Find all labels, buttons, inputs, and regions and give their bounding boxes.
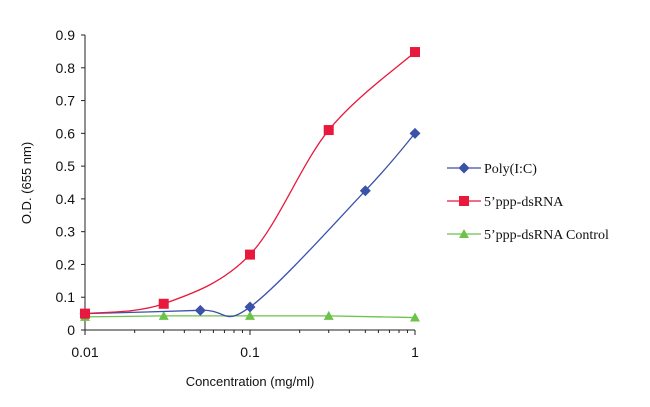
y-tick-label: 0 [67, 322, 75, 338]
y-tick-label: 0.9 [56, 27, 76, 43]
y-tick-label: 0.5 [56, 158, 76, 174]
legend-label: 5’ppp-dsRNA Control [484, 228, 609, 243]
data-point [245, 310, 255, 320]
legend-item: 5’ppp-dsRNA Control [447, 228, 609, 243]
legend-item: Poly(I:C) [447, 162, 537, 177]
data-point [194, 304, 206, 316]
data-point [410, 47, 420, 58]
data-point [244, 301, 256, 313]
legend-marker [459, 196, 469, 206]
data-point [80, 308, 90, 319]
y-tick-label: 0.3 [56, 224, 76, 240]
legend-item: 5’ppp-dsRNA [447, 195, 564, 210]
data-point [323, 310, 334, 320]
data-point [410, 312, 420, 322]
x-tick-label: 0.01 [71, 344, 98, 360]
data-point [158, 298, 169, 309]
legend-label: 5’ppp-dsRNA [484, 195, 564, 210]
data-point [323, 125, 334, 136]
y-tick-label: 0.6 [56, 125, 76, 141]
data-point [245, 249, 255, 260]
x-tick-label: 1 [411, 344, 419, 360]
data-point [158, 310, 169, 320]
y-axis-label: O.D. (655 nm) [19, 142, 34, 224]
legend-label: Poly(I:C) [484, 162, 537, 177]
y-tick-label: 0.8 [56, 60, 76, 76]
series-line [84, 132, 416, 318]
y-tick-label: 0.2 [56, 256, 76, 272]
x-tick-label: 0.1 [240, 344, 260, 360]
x-axis-label: Concentration (mg/ml) [186, 374, 315, 389]
data-point [409, 127, 421, 139]
data-point [359, 185, 371, 197]
y-tick-label: 0.7 [56, 93, 76, 109]
y-tick-label: 0.1 [56, 289, 76, 305]
legend-marker [458, 162, 470, 174]
series-line [84, 51, 416, 315]
legend-marker [459, 229, 469, 238]
y-tick-label: 0.4 [56, 191, 76, 207]
